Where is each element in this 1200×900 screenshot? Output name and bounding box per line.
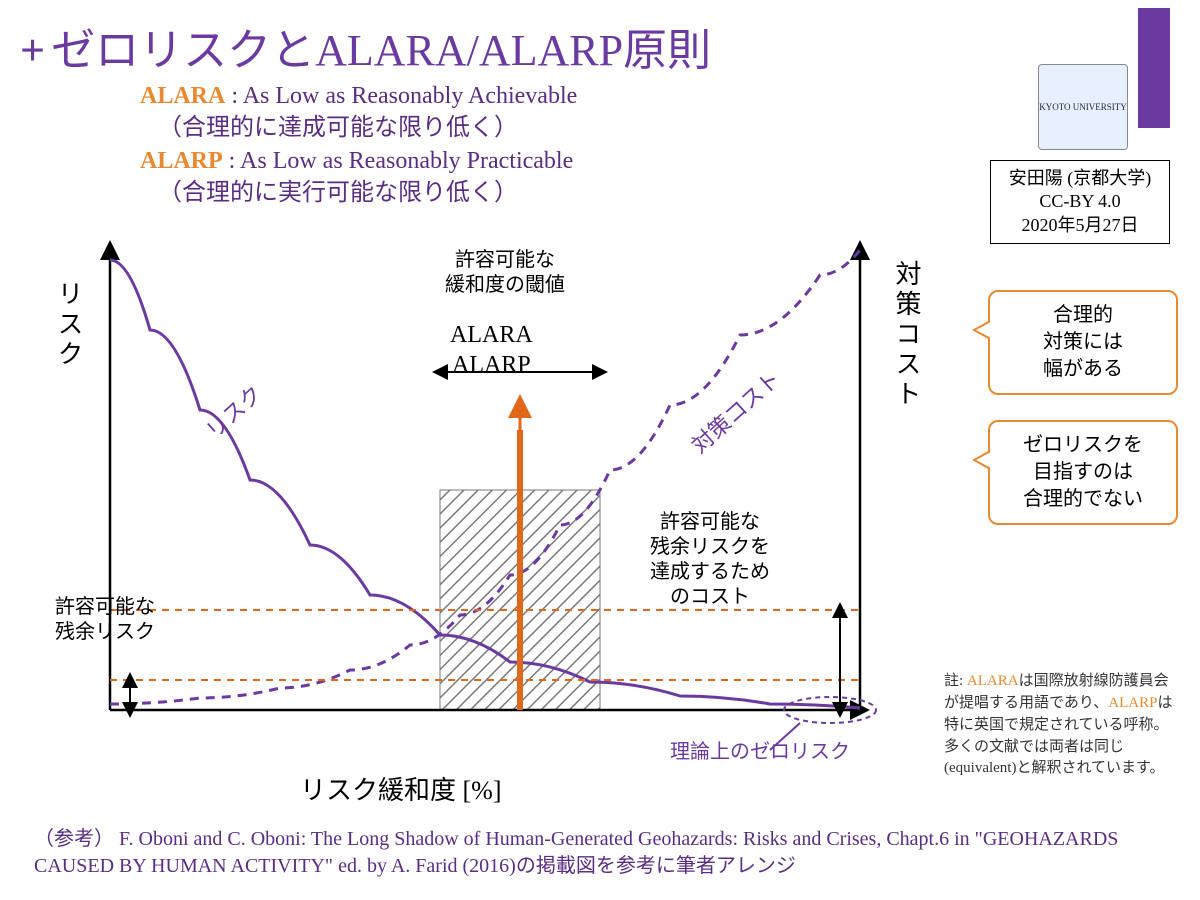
footnote: 註: ALARAは国際放射線防護員会が提唱する用語であり、ALARPは特に英国で… xyxy=(944,671,1174,780)
footnote-alarp: ALARP xyxy=(1108,695,1157,711)
author-box: 安田陽 (京都大学) CC-BY 4.0 2020年5月27日 xyxy=(990,160,1170,244)
decorative-bar xyxy=(1138,8,1170,128)
x-axis-label: リスク緩和度 [%] xyxy=(300,770,501,807)
license: CC-BY 4.0 xyxy=(999,190,1161,213)
callout-zerorisk: ゼロリスクを目指すのは合理的でない xyxy=(988,420,1178,525)
threshold-label: 許容可能な緩和度の閾値 xyxy=(445,248,565,298)
reference-text: （参考） F. Oboni and C. Oboni: The Long Sha… xyxy=(34,826,1164,880)
footnote-pre: 註: xyxy=(944,673,967,689)
slide-title: + ゼロリスクとALARA/ALARP原則 xyxy=(20,14,711,78)
alarp-english: : As Low as Reasonably Practicable xyxy=(229,148,574,174)
alara-label: ALARA xyxy=(140,83,225,109)
author-name: 安田陽 (京都大学) xyxy=(999,167,1161,190)
definitions-block: ALARA : As Low as Reasonably Achievable … xyxy=(140,80,780,210)
title-text: ゼロリスクとALARA/ALARP原則 xyxy=(51,14,711,78)
alara-band-label: ALARAALARP xyxy=(450,320,533,380)
callout-reasonable-range: 合理的対策には幅がある xyxy=(988,290,1178,395)
zero-risk-label: 理論上のゼロリスク xyxy=(670,740,850,765)
alara-japanese: （合理的に達成可能な限り低く） xyxy=(140,112,780,144)
university-logo: KYOTO UNIVERSITY xyxy=(1038,64,1128,150)
residual-risk-label: 許容可能な残余リスク xyxy=(55,595,155,645)
chart-svg xyxy=(40,220,920,780)
residual-cost-label: 許容可能な残余リスクを達成するためのコスト xyxy=(650,510,770,610)
alara-english: : As Low as Reasonably Achievable xyxy=(231,83,577,109)
alarp-japanese: （合理的に実行可能な限り低く） xyxy=(140,177,780,209)
date: 2020年5月27日 xyxy=(999,214,1161,237)
y-axis-right-label: 対策コスト xyxy=(888,260,925,410)
alara-chart xyxy=(40,220,920,780)
plus-icon: + xyxy=(20,25,45,76)
y-axis-left-label: リスク xyxy=(50,280,87,370)
alarp-label: ALARP xyxy=(140,148,223,174)
footnote-alara: ALARA xyxy=(967,673,1019,689)
